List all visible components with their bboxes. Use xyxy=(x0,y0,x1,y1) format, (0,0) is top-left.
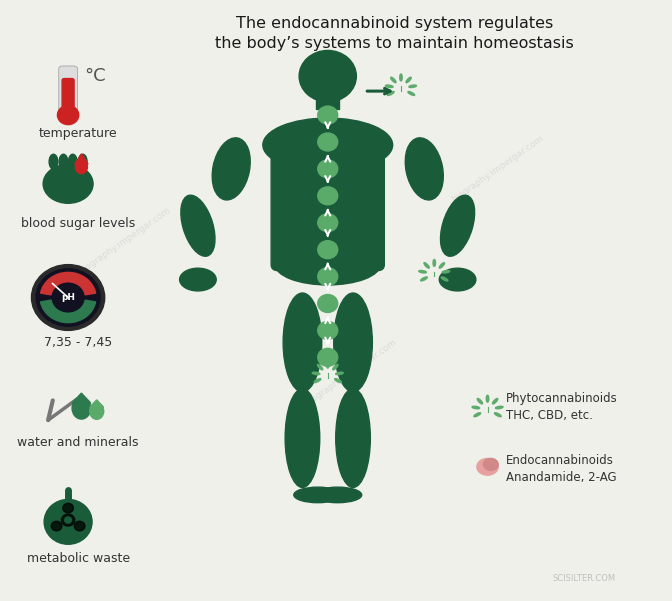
Wedge shape xyxy=(40,272,95,297)
Ellipse shape xyxy=(90,403,103,419)
Ellipse shape xyxy=(285,389,320,487)
Ellipse shape xyxy=(275,244,380,285)
Ellipse shape xyxy=(390,77,396,83)
Ellipse shape xyxy=(387,91,394,96)
Ellipse shape xyxy=(441,195,474,256)
Text: biography.impergar.com: biography.impergar.com xyxy=(450,133,545,204)
Ellipse shape xyxy=(419,270,426,273)
Ellipse shape xyxy=(487,395,489,402)
Text: The endocannabinoid system regulates
the body’s systems to maintain homeostasis: The endocannabinoid system regulates the… xyxy=(215,16,574,51)
Circle shape xyxy=(65,517,71,523)
Text: blood sugar levels: blood sugar levels xyxy=(21,217,135,230)
Ellipse shape xyxy=(314,379,321,383)
FancyBboxPatch shape xyxy=(317,76,339,109)
Ellipse shape xyxy=(408,91,415,96)
Ellipse shape xyxy=(179,268,216,291)
Text: Phytocannabinoids
THC, CBD, etc.: Phytocannabinoids THC, CBD, etc. xyxy=(505,392,618,422)
Ellipse shape xyxy=(317,364,323,370)
Ellipse shape xyxy=(79,154,87,169)
Text: metabolic waste: metabolic waste xyxy=(26,552,130,565)
Circle shape xyxy=(318,160,338,178)
Ellipse shape xyxy=(312,372,320,374)
Text: biography.impergar.com: biography.impergar.com xyxy=(304,337,398,407)
Circle shape xyxy=(61,514,75,526)
Ellipse shape xyxy=(59,154,68,169)
Ellipse shape xyxy=(484,459,498,471)
Ellipse shape xyxy=(433,260,435,266)
Ellipse shape xyxy=(405,138,444,200)
Circle shape xyxy=(318,267,338,285)
Ellipse shape xyxy=(336,389,370,487)
Ellipse shape xyxy=(72,397,91,419)
Ellipse shape xyxy=(495,406,503,409)
Ellipse shape xyxy=(400,74,403,81)
Ellipse shape xyxy=(386,85,393,88)
Ellipse shape xyxy=(477,459,498,475)
Ellipse shape xyxy=(327,361,329,368)
Ellipse shape xyxy=(212,138,250,200)
Ellipse shape xyxy=(472,406,480,409)
Ellipse shape xyxy=(495,413,501,416)
Ellipse shape xyxy=(43,165,93,203)
Ellipse shape xyxy=(314,487,362,502)
Circle shape xyxy=(36,269,100,326)
Text: pH: pH xyxy=(61,293,75,302)
Circle shape xyxy=(318,106,338,124)
Text: water and minerals: water and minerals xyxy=(17,436,139,450)
FancyBboxPatch shape xyxy=(62,79,74,111)
Text: biography.impergar.com: biography.impergar.com xyxy=(77,206,172,276)
Ellipse shape xyxy=(294,487,342,502)
Ellipse shape xyxy=(424,263,429,268)
Ellipse shape xyxy=(493,398,498,404)
Circle shape xyxy=(318,133,338,151)
Ellipse shape xyxy=(75,160,87,174)
Ellipse shape xyxy=(62,503,73,513)
Ellipse shape xyxy=(283,293,322,392)
Ellipse shape xyxy=(474,413,480,416)
Ellipse shape xyxy=(477,398,482,404)
Circle shape xyxy=(318,240,338,258)
Ellipse shape xyxy=(406,77,411,83)
Ellipse shape xyxy=(51,521,62,531)
Text: temperature: temperature xyxy=(39,127,118,140)
Wedge shape xyxy=(40,297,95,323)
Ellipse shape xyxy=(335,379,341,383)
Ellipse shape xyxy=(421,277,427,281)
Circle shape xyxy=(32,264,105,331)
Circle shape xyxy=(57,106,79,124)
Ellipse shape xyxy=(44,499,92,545)
Ellipse shape xyxy=(442,277,448,281)
Text: SCISILTER.COM: SCISILTER.COM xyxy=(552,574,616,583)
Ellipse shape xyxy=(409,85,417,88)
Ellipse shape xyxy=(49,154,58,169)
FancyBboxPatch shape xyxy=(58,66,77,115)
Ellipse shape xyxy=(439,263,445,268)
Polygon shape xyxy=(90,400,103,407)
Ellipse shape xyxy=(335,372,343,374)
Polygon shape xyxy=(72,393,91,403)
Ellipse shape xyxy=(263,118,392,172)
Text: 7,35 - 7,45: 7,35 - 7,45 xyxy=(44,337,112,349)
Circle shape xyxy=(318,349,338,366)
Circle shape xyxy=(318,187,338,205)
Ellipse shape xyxy=(333,364,338,370)
Polygon shape xyxy=(75,154,88,164)
Circle shape xyxy=(318,214,338,232)
Ellipse shape xyxy=(439,268,476,291)
Ellipse shape xyxy=(442,270,450,273)
Ellipse shape xyxy=(181,195,215,256)
Circle shape xyxy=(318,294,338,313)
Circle shape xyxy=(299,50,356,102)
Text: Endocannabinoids
Anandamide, 2-AG: Endocannabinoids Anandamide, 2-AG xyxy=(505,454,616,484)
Circle shape xyxy=(52,283,84,312)
Text: °C: °C xyxy=(85,67,106,85)
Ellipse shape xyxy=(334,293,372,392)
Circle shape xyxy=(318,322,338,340)
Ellipse shape xyxy=(75,521,85,531)
Ellipse shape xyxy=(69,154,77,169)
FancyBboxPatch shape xyxy=(271,130,384,270)
